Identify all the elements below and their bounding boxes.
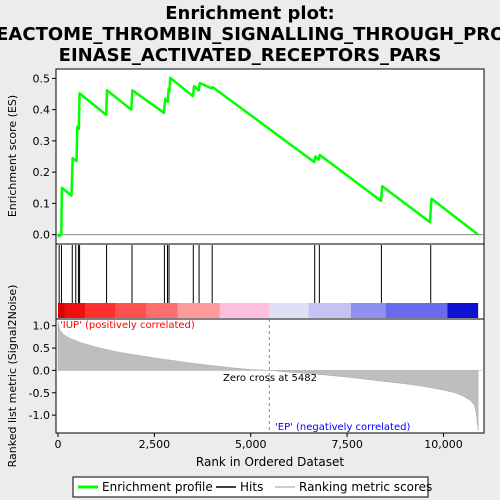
hit-lines <box>58 245 432 303</box>
chart-legend: Enrichment profile Hits Ranking metric s… <box>72 476 432 498</box>
metric-y-tick-label: 0.5 <box>33 342 51 355</box>
metric-y-axis: 1.0 0.5 0.0 -0.5 -1.0 <box>29 320 56 422</box>
es-y-tick-label: 0.4 <box>33 104 51 117</box>
chart-title-line-3: EINASE_ACTIVATED_RECEPTORS_PARS <box>59 45 442 66</box>
colorbar-segment <box>269 303 309 318</box>
legend-label-hits: Hits <box>240 480 263 494</box>
es-y-axis-label: Enrichment score (ES) <box>6 95 19 217</box>
x-tick-label: 7,500 <box>331 438 363 451</box>
colorbar-segment <box>447 303 479 318</box>
es-plot-area <box>55 68 485 245</box>
colorbar-segment <box>308 303 351 318</box>
enrichment-score-panel: 0.0 0.1 0.2 0.3 0.4 0.5 Enrichment score (ES) <box>6 68 485 245</box>
metric-y-axis-label: Ranked list metric (Signal2Noise) <box>6 285 19 468</box>
rank-colorbar <box>58 303 479 318</box>
colorbar-segment <box>84 303 116 318</box>
metric-y-tick-label: 0.0 <box>33 364 51 377</box>
ranked-metric-panel: 1.0 0.5 0.0 -0.5 -1.0 'IUP' (positively corr… <box>6 285 485 468</box>
colorbar-segment <box>115 303 147 318</box>
chart-title: Enrichment plot: REACTOME_THROMBIN_SIGNA… <box>0 3 500 66</box>
es-y-tick-label: 0.1 <box>33 197 51 210</box>
es-curve-group <box>57 76 479 238</box>
legend-label-enrichment-profile: Enrichment profile <box>102 480 213 494</box>
es-y-tick-label: 0.2 <box>33 166 51 179</box>
legend-box <box>72 476 429 498</box>
ranking-metric-area <box>56 321 484 431</box>
es-curve-line <box>57 76 479 238</box>
legend-label-ranking-metric: Ranking metric scores <box>299 480 432 494</box>
metric-y-tick-label: 1.0 <box>33 320 51 333</box>
colorbar-segment <box>385 303 448 318</box>
es-y-tick-label: 0.0 <box>33 229 51 242</box>
chart-title-line-1: Enrichment plot: <box>165 3 335 24</box>
es-y-tick-label: 0.5 <box>33 72 51 85</box>
ranking-metric-fill <box>57 321 479 431</box>
colorbar-segment <box>177 303 220 318</box>
hits-panel <box>55 243 485 320</box>
metric-y-tick-label: -1.0 <box>29 409 50 422</box>
positive-correlation-label: 'IUP' (positively correlated) <box>60 320 195 331</box>
x-tick-label: 2,500 <box>139 438 171 451</box>
colorbar-segment <box>350 303 386 318</box>
x-tick-label: 0 <box>55 438 62 451</box>
x-axis-label: Rank in Ordered Dataset <box>196 455 344 469</box>
colorbar-segment <box>58 303 65 318</box>
colorbar-segment <box>64 303 85 318</box>
es-y-tick-label: 0.3 <box>33 135 51 148</box>
x-tick-label: 10,000 <box>424 438 463 451</box>
chart-title-line-2: REACTOME_THROMBIN_SIGNALLING_THROUGH_PRO… <box>0 24 500 45</box>
metric-y-tick-label: -0.5 <box>29 387 50 400</box>
negative-correlation-label: 'EP' (negatively correlated) <box>275 422 410 433</box>
zero-cross-label: Zero cross at 5482 <box>223 373 317 384</box>
x-axis: 0 2,500 5,000 7,500 10,000 <box>55 433 463 451</box>
colorbar-segment <box>219 303 270 318</box>
colorbar-segment <box>146 303 178 318</box>
x-tick-label: 5,000 <box>235 438 267 451</box>
es-y-axis: 0.0 0.1 0.2 0.3 0.4 0.5 <box>33 72 56 242</box>
